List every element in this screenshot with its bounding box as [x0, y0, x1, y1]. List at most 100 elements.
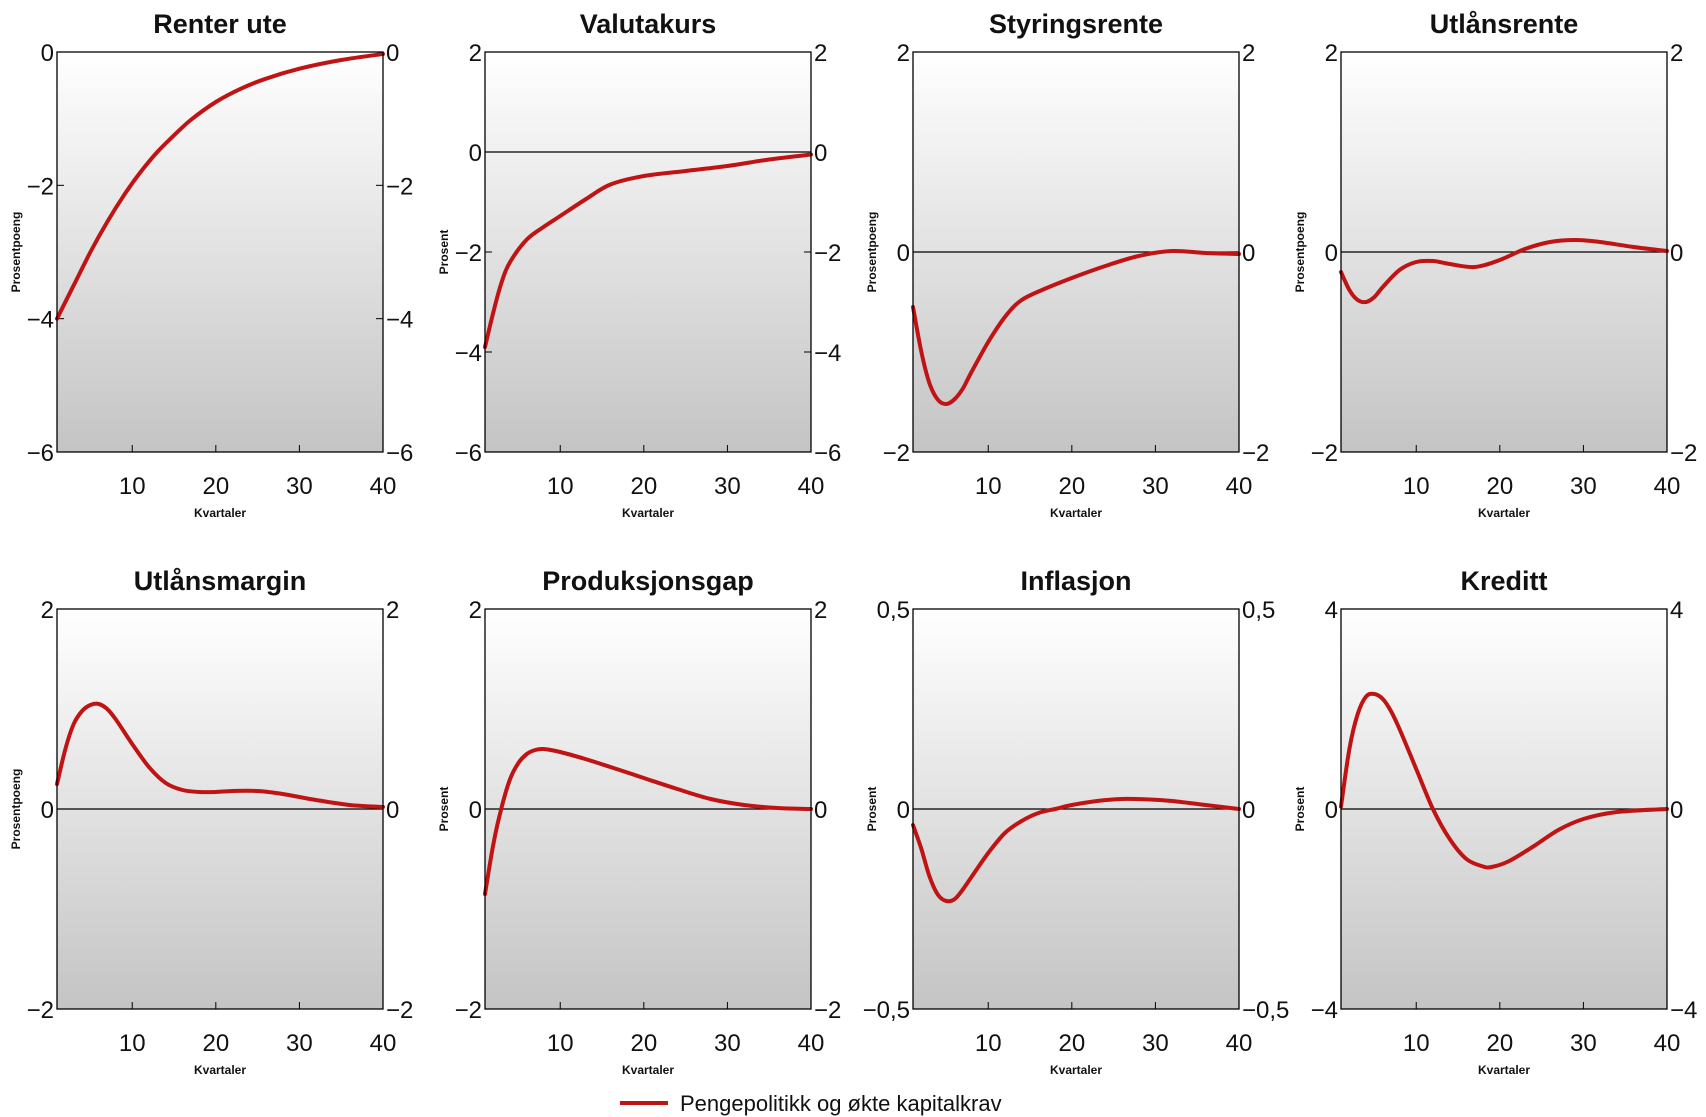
- chart-title: Kreditt: [1461, 566, 1548, 596]
- y-tick-label-right: 0: [814, 797, 827, 824]
- y-axis-label: Prosentpoeng: [9, 769, 23, 850]
- plot-frame: [56, 608, 384, 1010]
- y-tick-label-right: −2: [1670, 440, 1697, 467]
- chart-title: Utlånsmargin: [134, 566, 307, 596]
- y-tick-label-right: −6: [814, 440, 841, 467]
- y-tick-label-right: −0,5: [1242, 997, 1289, 1024]
- y-axis-label: Prosentpoeng: [1293, 212, 1307, 293]
- x-tick-label: 30: [714, 1030, 741, 1057]
- y-tick-label-right: −2: [814, 997, 841, 1024]
- y-tick-label-left: 2: [469, 40, 482, 67]
- y-tick-label-left: 4: [1325, 597, 1338, 624]
- x-tick-label: 20: [202, 1030, 229, 1057]
- y-tick-label-right: −4: [1670, 997, 1697, 1024]
- x-axis-label: Kvartaler: [1478, 506, 1530, 520]
- y-tick-label-left: −4: [1311, 997, 1338, 1024]
- x-axis-label: Kvartaler: [1050, 506, 1102, 520]
- x-tick-label: 20: [1486, 473, 1513, 500]
- chart-title: Valutakurs: [580, 9, 717, 39]
- y-tick-label-right: −4: [386, 307, 413, 334]
- x-tick-label: 20: [630, 1030, 657, 1057]
- y-tick-label-left: −2: [27, 997, 54, 1024]
- series-line: [483, 746, 813, 896]
- y-axis-label: Prosent: [865, 787, 879, 832]
- y-tick-label-right: 0: [1242, 240, 1255, 267]
- y-tick-label-left: 0: [41, 40, 54, 67]
- plot-frame: [912, 608, 1240, 1010]
- x-tick-label: 30: [1142, 1030, 1169, 1057]
- y-tick-label-right: 0: [386, 40, 399, 67]
- y-tick-label-right: −2: [386, 997, 413, 1024]
- chart-title: Utlånsrente: [1430, 9, 1579, 39]
- x-tick-label: 40: [1226, 1030, 1253, 1057]
- y-tick-label-left: 0: [41, 797, 54, 824]
- y-tick-label-left: 0: [897, 240, 910, 267]
- plot-frame: [1340, 608, 1668, 1010]
- x-axis-label: Kvartaler: [1478, 1063, 1530, 1077]
- y-tick-label-right: 0: [1670, 797, 1683, 824]
- y-axis-label: Prosent: [1293, 787, 1307, 832]
- x-tick-label: 30: [714, 473, 741, 500]
- y-axis-label: Prosent: [437, 230, 451, 275]
- y-tick-label-left: 0: [1325, 240, 1338, 267]
- y-tick-label-left: 2: [897, 40, 910, 67]
- x-tick-label: 20: [1058, 1030, 1085, 1057]
- y-tick-label-left: −4: [27, 307, 54, 334]
- x-tick-label: 10: [547, 473, 574, 500]
- y-tick-label-right: 0: [1670, 240, 1683, 267]
- x-axis-label: Kvartaler: [194, 506, 246, 520]
- plot-frame: [1340, 51, 1668, 453]
- x-tick-label: 20: [1058, 473, 1085, 500]
- y-tick-label-right: 0: [814, 140, 827, 167]
- y-tick-label-left: 2: [41, 597, 54, 624]
- x-tick-label: 20: [202, 473, 229, 500]
- series-line: [1339, 691, 1669, 870]
- y-tick-label-right: −4: [814, 340, 841, 367]
- y-tick-label-left: −0,5: [863, 997, 910, 1024]
- y-tick-label-left: −2: [883, 440, 910, 467]
- x-tick-label: 40: [798, 473, 825, 500]
- y-tick-label-left: 2: [469, 597, 482, 624]
- x-axis-label: Kvartaler: [622, 1063, 674, 1077]
- y-tick-label-right: −2: [386, 173, 413, 200]
- y-tick-label-left: −2: [1311, 440, 1338, 467]
- y-tick-label-right: 2: [1670, 40, 1683, 67]
- y-tick-label-left: 0: [469, 797, 482, 824]
- chart-title: Inflasjon: [1020, 566, 1131, 596]
- y-tick-label-right: 0: [1242, 797, 1255, 824]
- series-line: [911, 248, 1241, 407]
- x-tick-label: 40: [1654, 473, 1681, 500]
- x-tick-label: 30: [286, 1030, 313, 1057]
- x-axis-label: Kvartaler: [194, 1063, 246, 1077]
- x-tick-label: 10: [119, 1030, 146, 1057]
- y-tick-label-left: −2: [455, 240, 482, 267]
- plot-frame: [484, 608, 812, 1010]
- y-tick-label-right: 4: [1670, 597, 1683, 624]
- chart-title: Styringsrente: [989, 9, 1163, 39]
- x-tick-label: 30: [1142, 473, 1169, 500]
- x-tick-label: 10: [1403, 1030, 1430, 1057]
- y-tick-label-right: −6: [386, 440, 413, 467]
- y-tick-label-right: 0,5: [1242, 597, 1275, 624]
- x-tick-label: 40: [1226, 473, 1253, 500]
- y-tick-label-right: 2: [814, 40, 827, 67]
- chart-title: Renter ute: [153, 9, 287, 39]
- chart-panel: Renter ute 10 20 30 40 0 0 −2 −2 −4 −4 −6 −6 Kvartale…: [9, 9, 413, 520]
- legend: Pengepolitikk og økte kapitalkrav: [620, 1091, 1002, 1116]
- y-tick-label-right: 2: [814, 597, 827, 624]
- x-tick-label: 30: [1570, 473, 1597, 500]
- x-tick-label: 40: [798, 1030, 825, 1057]
- x-tick-label: 20: [630, 473, 657, 500]
- plot-area: [57, 52, 383, 452]
- x-tick-label: 10: [119, 473, 146, 500]
- y-tick-label-left: −6: [27, 440, 54, 467]
- y-axis-label: Prosentpoeng: [865, 212, 879, 293]
- x-tick-label: 30: [286, 473, 313, 500]
- series-line: [483, 152, 813, 349]
